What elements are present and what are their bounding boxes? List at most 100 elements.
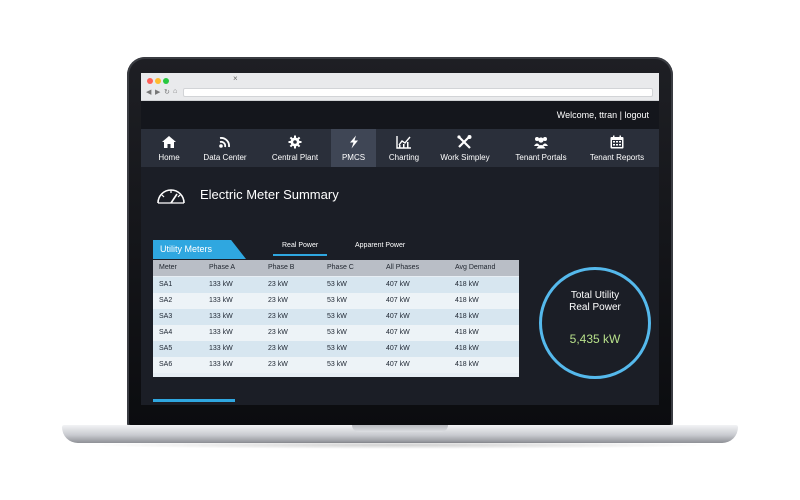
table-cell: 23 kW: [268, 297, 288, 304]
table-cell: SA1: [159, 281, 173, 288]
chart-icon: [396, 136, 411, 149]
tab-label: Utility Meters: [160, 244, 213, 254]
table-cell: 418 kW: [455, 329, 479, 336]
nav-label: Tenant Portals: [515, 153, 567, 162]
table-cell: 23 kW: [268, 345, 288, 352]
wifi-icon: [219, 137, 230, 148]
nav-label: Tenant Reports: [589, 153, 645, 162]
gear-icon: [288, 135, 302, 149]
table-cell: 418 kW: [455, 297, 479, 304]
nav-item-charting[interactable]: Charting: [384, 129, 424, 167]
table-cell: 53 kW: [327, 361, 347, 368]
column-header[interactable]: Avg Demand: [455, 264, 496, 271]
table-cell: 418 kW: [455, 361, 479, 368]
laptop-shadow: [80, 441, 720, 449]
table-cell: 407 kW: [386, 281, 410, 288]
nav-item-tenant-portals[interactable]: Tenant Portals: [511, 129, 571, 167]
table-cell: SA3: [159, 313, 173, 320]
users-icon: [534, 137, 548, 149]
table-cell: 407 kW: [386, 297, 410, 304]
forward-icon[interactable]: ▶: [155, 89, 161, 96]
table-row[interactable]: SA6 133 kW 23 kW 53 kW 407 kW 418 kW: [153, 357, 519, 373]
total-power-gauge: Total Utility Real Power 5,435 kW: [539, 267, 651, 379]
table-cell: 133 kW: [209, 281, 233, 288]
table-row[interactable]: SA4 133 kW 23 kW 53 kW 407 kW 418 kW: [153, 325, 519, 341]
tab-utility-meters[interactable]: Utility Meters: [153, 240, 246, 259]
table-cell: 53 kW: [327, 329, 347, 336]
close-window-icon[interactable]: [147, 78, 153, 84]
table-row[interactable]: SA3 133 kW 23 kW 53 kW 407 kW 418 kW: [153, 309, 519, 325]
table-cell: 407 kW: [386, 313, 410, 320]
nav-item-central-plant[interactable]: Central Plant: [266, 129, 324, 167]
column-header[interactable]: Phase C: [327, 264, 354, 271]
table-row[interactable]: SA1 133 kW 23 kW 53 kW 407 kW 418 kW: [153, 277, 519, 293]
browser-home-icon[interactable]: ⌂: [173, 88, 178, 95]
table-cell: 407 kW: [386, 345, 410, 352]
table-cell: 418 kW: [455, 281, 479, 288]
table-cell: SA5: [159, 345, 173, 352]
table-cell: 53 kW: [327, 297, 347, 304]
table-cell: 133 kW: [209, 361, 233, 368]
tab-close-icon[interactable]: ×: [233, 74, 238, 83]
laptop-notch: [352, 425, 448, 432]
table-row[interactable]: SA2 133 kW 23 kW 53 kW 407 kW 418 kW: [153, 293, 519, 309]
column-header[interactable]: All Phases: [386, 264, 420, 271]
maximize-window-icon[interactable]: [163, 78, 169, 84]
lightning-icon: [349, 135, 358, 149]
browser-chrome: × ◀ ▶ ↻ ⌂: [141, 73, 659, 101]
table-cell: 53 kW: [327, 281, 347, 288]
table-cell: 133 kW: [209, 313, 233, 320]
nav-label: Central Plant: [271, 153, 319, 162]
back-icon[interactable]: ◀: [146, 89, 152, 96]
table-cell: 418 kW: [455, 345, 479, 352]
calendar-icon: [610, 135, 624, 149]
gauge-title-line2: Real Power: [569, 302, 621, 313]
column-header[interactable]: Meter: [159, 264, 177, 271]
table-cell: 133 kW: [209, 345, 233, 352]
table-cell: SA2: [159, 297, 173, 304]
page-title: Electric Meter Summary: [200, 187, 339, 202]
table-cell: 53 kW: [327, 313, 347, 320]
nav-item-pmcs[interactable]: PMCS: [331, 129, 376, 167]
nav-item-data-center[interactable]: Data Center: [197, 129, 253, 167]
main-navbar: Home Data Center Central Plant: [141, 129, 659, 167]
table-cell: 23 kW: [268, 361, 288, 368]
table-cell: 133 kW: [209, 297, 233, 304]
nav-item-work-simpley[interactable]: Work Simpley: [437, 129, 493, 167]
table-row[interactable]: SA5 133 kW 23 kW 53 kW 407 kW 418 kW: [153, 341, 519, 357]
active-subtab-underline: [273, 254, 327, 256]
table-header: Meter Phase A Phase B Phase C All Phases…: [153, 260, 519, 276]
table-cell: 418 kW: [455, 313, 479, 320]
reload-icon[interactable]: ↻: [164, 89, 170, 96]
column-header[interactable]: Phase A: [209, 264, 236, 271]
laptop-base: [62, 425, 738, 443]
nav-label: Work Simpley: [440, 153, 490, 162]
nav-label: Charting: [388, 153, 420, 162]
meter-table: Meter Phase A Phase B Phase C All Phases…: [153, 260, 519, 377]
nav-label: Home: [158, 153, 180, 162]
table-cell: 133 kW: [209, 329, 233, 336]
screen: × ◀ ▶ ↻ ⌂ Welcome, ttran | logout Home D…: [141, 73, 659, 405]
minimize-window-icon[interactable]: [155, 78, 161, 84]
nav-item-tenant-reports[interactable]: Tenant Reports: [585, 129, 649, 167]
tab-apparent-power[interactable]: Apparent Power: [355, 242, 406, 249]
table-cell: 23 kW: [268, 329, 288, 336]
nav-label: Data Center: [203, 153, 247, 162]
table-cell: SA6: [159, 361, 173, 368]
tab-real-power[interactable]: Real Power: [282, 242, 319, 249]
nav-label: PMCS: [341, 153, 366, 162]
table-cell: 23 kW: [268, 313, 288, 320]
gauge-icon: [157, 189, 185, 204]
address-bar[interactable]: [183, 88, 653, 97]
gauge-title: Total Utility Real Power: [542, 290, 648, 314]
home-icon: [162, 136, 176, 148]
welcome-logout-link[interactable]: Welcome, ttran | logout: [556, 110, 649, 120]
table-cell: 23 kW: [268, 281, 288, 288]
table-cell: SA4: [159, 329, 173, 336]
nav-item-home[interactable]: Home: [149, 129, 189, 167]
column-header[interactable]: Phase B: [268, 264, 295, 271]
table-cell: 53 kW: [327, 345, 347, 352]
table-cell: 407 kW: [386, 361, 410, 368]
app-topbar: Welcome, ttran | logout: [141, 101, 659, 129]
gauge-title-line1: Total Utility: [570, 290, 620, 301]
